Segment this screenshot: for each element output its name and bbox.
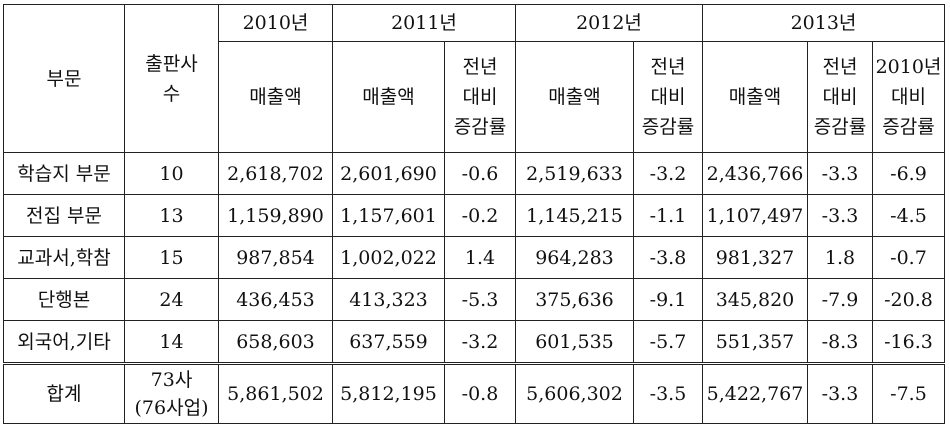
- row-publishers: 10: [124, 152, 219, 195]
- row-sales-2012: 375,636: [515, 278, 634, 321]
- total-sales-2012: 5,606,302: [515, 362, 634, 424]
- row-publishers: 24: [124, 278, 219, 321]
- row-publishers: 15: [124, 236, 219, 279]
- header-category: 부문: [3, 4, 125, 153]
- row-yoy-2011: -3.2: [444, 320, 516, 364]
- row-vs2010: -4.5: [872, 194, 945, 237]
- row-yoy-2012: -3.2: [633, 152, 703, 195]
- row-yoy-2011: 1.4: [444, 236, 516, 279]
- row-category: 단행본: [3, 278, 125, 321]
- row-sales-2011: 413,323: [332, 278, 445, 321]
- row-yoy-2013: 1.8: [807, 236, 873, 279]
- row-sales-2012: 2,519,633: [515, 152, 634, 195]
- header-yoy-2012: 전년 대비 증감률: [633, 41, 703, 153]
- header-sales-2011: 매출액: [332, 41, 445, 153]
- header-sales-2010: 매출액: [218, 41, 333, 153]
- row-yoy-2013: -3.3: [807, 194, 873, 237]
- row-vs2010: -6.9: [872, 152, 945, 195]
- header-year-2013: 2013년: [702, 4, 945, 42]
- row-sales-2013: 2,436,766: [702, 152, 808, 195]
- row-sales-2011: 637,559: [332, 320, 445, 364]
- table-row: 외국어,기타 14 658,603 637,559 -3.2 601,535 -…: [3, 320, 945, 364]
- row-yoy-2013: -3.3: [807, 152, 873, 195]
- row-sales-2010: 1,159,890: [218, 194, 333, 237]
- row-sales-2013: 345,820: [702, 278, 808, 321]
- table-row: 학습지 부문 10 2,618,702 2,601,690 -0.6 2,519…: [3, 152, 945, 195]
- row-sales-2011: 1,002,022: [332, 236, 445, 279]
- total-category: 합계: [3, 362, 125, 424]
- row-sales-2011: 2,601,690: [332, 152, 445, 195]
- row-yoy-2012: -3.8: [633, 236, 703, 279]
- row-sales-2013: 981,327: [702, 236, 808, 279]
- total-yoy-2012: -3.5: [633, 362, 703, 424]
- table-row: 교과서,학참 15 987,854 1,002,022 1.4 964,283 …: [3, 236, 945, 279]
- row-sales-2010: 658,603: [218, 320, 333, 364]
- row-sales-2012: 1,145,215: [515, 194, 634, 237]
- row-category: 외국어,기타: [3, 320, 125, 364]
- total-sales-2013: 5,422,767: [702, 362, 808, 424]
- row-sales-2010: 2,618,702: [218, 152, 333, 195]
- header-yoy-2013: 전년 대비 증감률: [807, 41, 873, 153]
- header-yoy-2011: 전년 대비 증감률: [444, 41, 516, 153]
- row-yoy-2012: -9.1: [633, 278, 703, 321]
- total-row: 합계 73사 (76사업) 5,861,502 5,812,195 -0.8 5…: [3, 362, 945, 424]
- row-yoy-2012: -1.1: [633, 194, 703, 237]
- header-publishers: 출판사 수: [124, 4, 219, 153]
- row-sales-2013: 551,357: [702, 320, 808, 364]
- row-yoy-2011: -0.6: [444, 152, 516, 195]
- row-sales-2010: 436,453: [218, 278, 333, 321]
- row-yoy-2011: -0.2: [444, 194, 516, 237]
- row-publishers: 13: [124, 194, 219, 237]
- row-yoy-2011: -5.3: [444, 278, 516, 321]
- row-vs2010: -20.8: [872, 278, 945, 321]
- row-yoy-2013: -7.9: [807, 278, 873, 321]
- row-category: 전집 부문: [3, 194, 125, 237]
- total-vs2010: -7.5: [872, 362, 945, 424]
- total-sales-2011: 5,812,195: [332, 362, 445, 424]
- row-yoy-2013: -8.3: [807, 320, 873, 364]
- header-year-2012: 2012년: [515, 4, 703, 42]
- row-category: 학습지 부문: [3, 152, 125, 195]
- header-row-metrics: 매출액 매출액 전년 대비 증감률 매출액 전년 대비 증감률 매출액 전년 대…: [4, 41, 945, 153]
- header-vs2010-2013: 2010년 대비 증감률: [872, 41, 945, 153]
- header-sales-2012: 매출액: [515, 41, 634, 153]
- row-publishers: 14: [124, 320, 219, 364]
- total-publishers: 73사 (76사업): [124, 362, 219, 424]
- row-vs2010: -0.7: [872, 236, 945, 279]
- total-yoy-2011: -0.8: [444, 362, 516, 424]
- header-year-2010: 2010년: [218, 4, 333, 42]
- table-row: 전집 부문 13 1,159,890 1,157,601 -0.2 1,145,…: [3, 194, 945, 237]
- row-yoy-2012: -5.7: [633, 320, 703, 364]
- row-sales-2012: 601,535: [515, 320, 634, 364]
- header-sales-2013: 매출액: [702, 41, 808, 153]
- table-row: 단행본 24 436,453 413,323 -5.3 375,636 -9.1…: [3, 278, 945, 321]
- sales-table: 부문 출판사 수 2010년 2011년 2012년 2013년 매출액 매출액…: [3, 4, 945, 424]
- row-sales-2013: 1,107,497: [702, 194, 808, 237]
- total-yoy-2013: -3.3: [807, 362, 873, 424]
- row-category: 교과서,학참: [3, 236, 125, 279]
- row-vs2010: -16.3: [872, 320, 945, 364]
- row-sales-2010: 987,854: [218, 236, 333, 279]
- header-row-years: 부문 출판사 수 2010년 2011년 2012년 2013년: [3, 4, 945, 153]
- header-year-2011: 2011년: [332, 4, 516, 42]
- total-sales-2010: 5,861,502: [218, 362, 333, 424]
- row-sales-2011: 1,157,601: [332, 194, 445, 237]
- row-sales-2012: 964,283: [515, 236, 634, 279]
